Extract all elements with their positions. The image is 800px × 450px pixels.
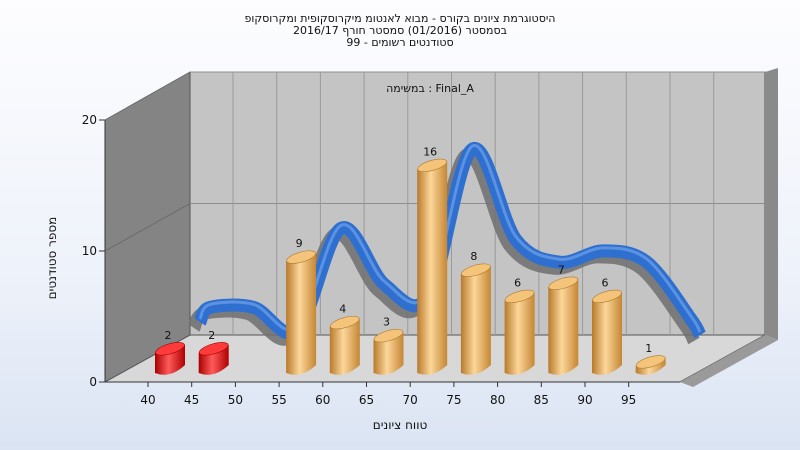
bar-65: 3 [373, 316, 404, 375]
bar-60: 4 [329, 303, 360, 375]
x-tick-label: 55 [271, 393, 286, 407]
bar-top [548, 276, 579, 290]
chart-title-line-3: סטודנטים רשומים - 99 [346, 36, 454, 49]
bar-body [417, 161, 448, 375]
x-tick-label: 95 [621, 393, 636, 407]
bar-value-label: 4 [339, 303, 346, 316]
bar-top [635, 355, 666, 369]
bar-95: 1 [635, 342, 666, 375]
y-axis-title: מספר סטודנטים [45, 216, 59, 300]
bar-top [461, 263, 491, 277]
x-tick-label: 65 [359, 393, 374, 407]
x-tick-label: 45 [184, 393, 199, 407]
bar-body [373, 331, 404, 375]
bar-45: 2 [198, 329, 229, 375]
bar-top [417, 158, 447, 173]
bar-body [329, 318, 360, 375]
y-tick-label: 10 [82, 244, 97, 258]
x-tick-label: 60 [315, 393, 330, 407]
bar-value-label: 1 [645, 342, 652, 355]
bar-40: 2 [155, 329, 185, 375]
x-tick-label: 40 [140, 393, 155, 407]
bar-top [286, 250, 316, 264]
bar-value-label: 9 [296, 237, 303, 250]
bar-body [548, 279, 579, 375]
bar-top [504, 289, 535, 304]
bar-80: 6 [504, 276, 535, 375]
bar-85: 7 [548, 263, 579, 375]
bar-value-label: 2 [208, 329, 215, 342]
bar-body [460, 266, 491, 375]
bar-value-label: 3 [383, 316, 390, 329]
bar-top [373, 329, 404, 343]
chart-title-line-1: היסטוגרמת ציונים בקורס - מבוא לאנטומ מיק… [244, 12, 556, 25]
grid-line-left [104, 203, 191, 252]
bar-55: 9 [286, 237, 317, 375]
bar-top [198, 342, 229, 356]
x-axis-title: טווח ציונים [372, 418, 428, 432]
bar-top [155, 342, 185, 356]
bar-value-label: 16 [423, 145, 437, 158]
bar-value-label: 8 [470, 250, 477, 263]
bars: 2 2 9 4 3 16 8 6 7 6 1 [155, 145, 666, 375]
x-tick-label: 75 [446, 393, 461, 407]
chart-title-line-2: בסמסטר (01/2016) סמסטר חורף 2016/17 [293, 24, 507, 37]
y-tick-label: 20 [82, 113, 97, 127]
x-tick-label: 85 [534, 393, 549, 407]
bar-70: 16 [417, 145, 448, 375]
chart-annotation: במשימה : Final_A [386, 82, 474, 95]
grid-line-left [104, 71, 191, 121]
x-tick-label: 70 [403, 393, 418, 407]
y-axis-ticks: 0 10 20 [82, 113, 105, 389]
y-tick-label: 0 [89, 375, 97, 389]
back-wall-edge [765, 68, 778, 340]
bar-value-label: 2 [165, 329, 172, 342]
bar-value-label: 7 [558, 263, 565, 276]
bar-value-label: 6 [514, 276, 521, 289]
bar-75: 8 [460, 250, 491, 375]
bar-body [504, 292, 535, 375]
bar-body [592, 292, 622, 375]
x-tick-label: 90 [577, 393, 592, 407]
bar-top [330, 315, 360, 330]
bar-top [592, 289, 622, 304]
x-tick-label: 50 [228, 393, 243, 407]
floor-edge [680, 335, 778, 387]
x-axis-ticks: 40 45 50 55 60 65 70 75 80 85 90 95 [140, 382, 636, 407]
bar-value-label: 6 [602, 276, 609, 289]
x-tick-label: 80 [490, 393, 505, 407]
bar-body [286, 253, 317, 375]
bar-90: 6 [592, 276, 622, 375]
